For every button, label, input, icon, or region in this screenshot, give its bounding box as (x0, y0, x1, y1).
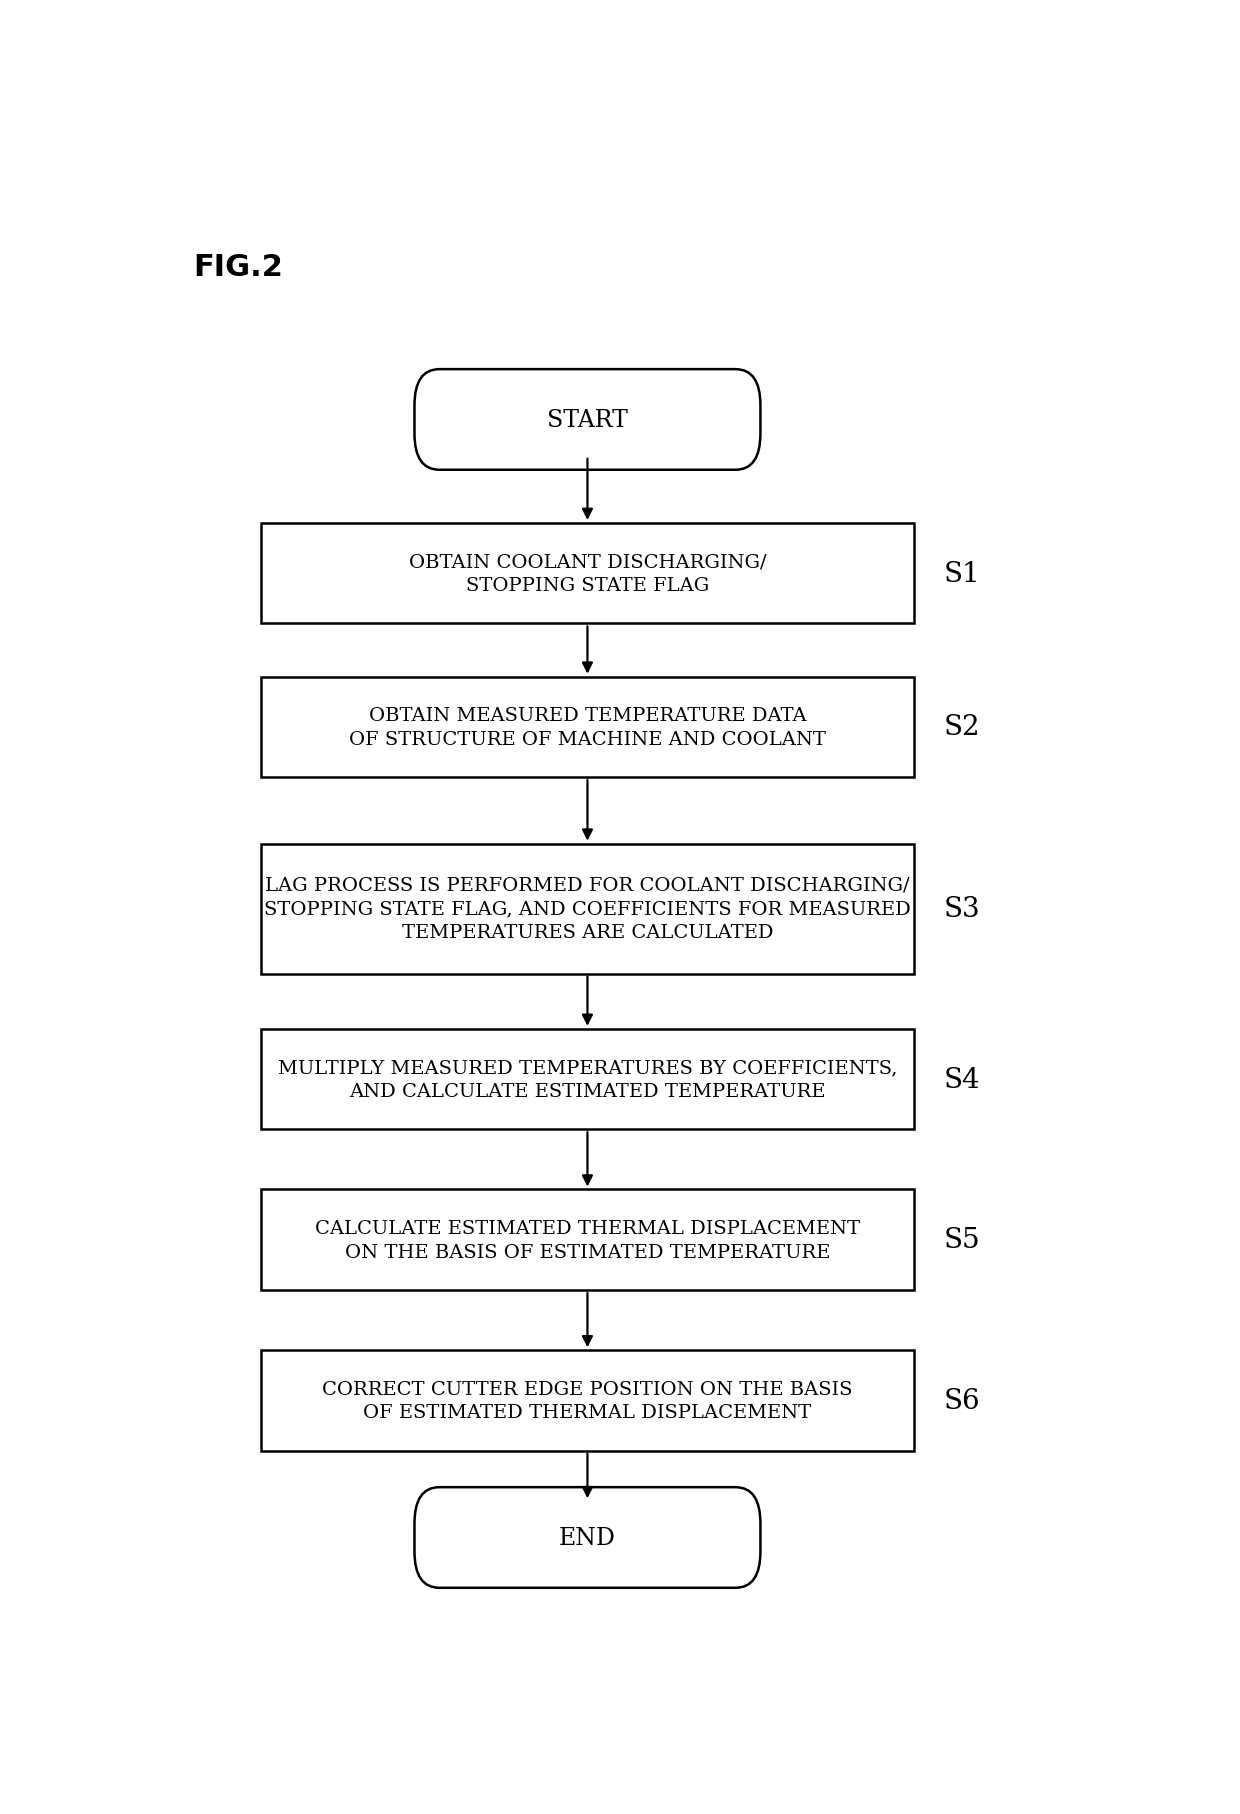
FancyBboxPatch shape (260, 844, 914, 974)
Text: S3: S3 (944, 896, 981, 923)
Text: END: END (559, 1526, 616, 1549)
Text: FIG.2: FIG.2 (193, 252, 283, 281)
FancyBboxPatch shape (260, 1190, 914, 1290)
FancyBboxPatch shape (260, 677, 914, 778)
Text: S4: S4 (944, 1067, 981, 1094)
FancyBboxPatch shape (260, 1350, 914, 1451)
Text: MULTIPLY MEASURED TEMPERATURES BY COEFFICIENTS,
AND CALCULATE ESTIMATED TEMPERAT: MULTIPLY MEASURED TEMPERATURES BY COEFFI… (278, 1059, 897, 1101)
Text: OBTAIN COOLANT DISCHARGING/
STOPPING STATE FLAG: OBTAIN COOLANT DISCHARGING/ STOPPING STA… (409, 553, 766, 595)
Text: LAG PROCESS IS PERFORMED FOR COOLANT DISCHARGING/
STOPPING STATE FLAG, AND COEFF: LAG PROCESS IS PERFORMED FOR COOLANT DIS… (264, 876, 911, 941)
Text: START: START (547, 408, 627, 432)
Text: OBTAIN MEASURED TEMPERATURE DATA
OF STRUCTURE OF MACHINE AND COOLANT: OBTAIN MEASURED TEMPERATURE DATA OF STRU… (348, 707, 826, 749)
Text: S1: S1 (944, 561, 981, 588)
FancyBboxPatch shape (414, 1487, 760, 1587)
Text: S2: S2 (944, 715, 981, 740)
Text: S6: S6 (944, 1388, 981, 1415)
FancyBboxPatch shape (260, 524, 914, 624)
Text: S5: S5 (944, 1226, 981, 1253)
FancyBboxPatch shape (414, 370, 760, 470)
Text: CALCULATE ESTIMATED THERMAL DISPLACEMENT
ON THE BASIS OF ESTIMATED TEMPERATURE: CALCULATE ESTIMATED THERMAL DISPLACEMENT… (315, 1219, 861, 1261)
FancyBboxPatch shape (260, 1029, 914, 1130)
Text: CORRECT CUTTER EDGE POSITION ON THE BASIS
OF ESTIMATED THERMAL DISPLACEMENT: CORRECT CUTTER EDGE POSITION ON THE BASI… (322, 1380, 853, 1422)
